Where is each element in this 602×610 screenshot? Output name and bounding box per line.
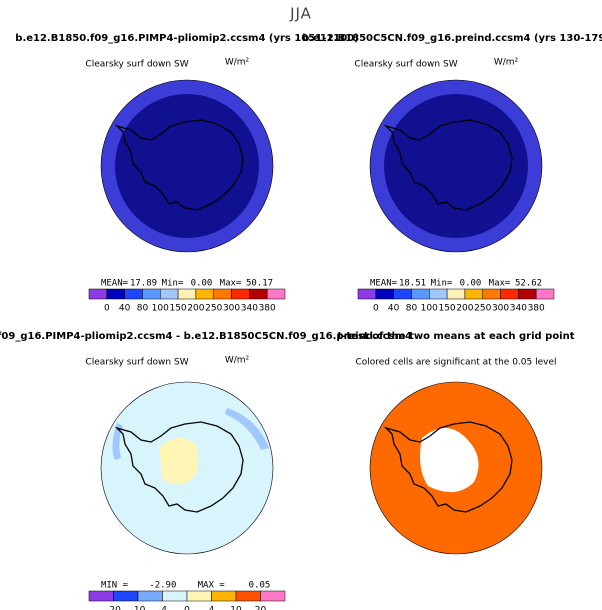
colorbar-box xyxy=(266,288,286,300)
colorbar-box xyxy=(411,288,430,300)
colorbar-box xyxy=(106,288,125,300)
panel-subtitle: Clearsky surf down SW xyxy=(354,60,457,70)
coastline xyxy=(383,421,513,513)
stat: MEAN= xyxy=(101,279,129,289)
colorbar-box xyxy=(124,288,143,300)
colorbar-box xyxy=(464,288,483,300)
panel-subtitle: Colored cells are significant at the 0.0… xyxy=(355,358,556,368)
map xyxy=(369,381,543,555)
colorbar-box xyxy=(195,288,214,300)
stat: 0.05 xyxy=(249,581,271,591)
map xyxy=(100,381,274,555)
colorbar-box xyxy=(160,288,179,300)
map-white xyxy=(420,428,479,493)
colorbar-label: 150 xyxy=(438,304,455,314)
stat: MIN = xyxy=(101,581,129,591)
colorbar-box xyxy=(482,288,501,300)
colorbar-label: 0 xyxy=(373,304,379,314)
colorbar-label: 340 xyxy=(241,304,258,314)
colorbar-box xyxy=(235,590,261,602)
colorbar-label: 80 xyxy=(406,304,418,314)
colorbar-label: 300 xyxy=(492,304,509,314)
colorbar-box xyxy=(375,288,394,300)
stat: 0.00 xyxy=(191,279,213,289)
colorbar-label: 0 xyxy=(104,304,110,314)
map xyxy=(369,79,543,253)
colorbar-label: 40 xyxy=(119,304,131,314)
stat: Min= xyxy=(431,279,453,289)
colorbar-label: 380 xyxy=(528,304,545,314)
panel-title: t-test of the two means at each grid poi… xyxy=(337,331,574,342)
panel-title: i1850.f09_g16.PIMP4-pliomip2.ccsm4 - b.e… xyxy=(0,331,412,342)
stat: 17.89 xyxy=(130,279,157,289)
map-anomaly xyxy=(159,437,198,485)
colorbar-box xyxy=(213,288,232,300)
colorbar-box xyxy=(393,288,412,300)
colorbar-box xyxy=(211,590,237,602)
map xyxy=(100,79,274,253)
coastline xyxy=(114,421,244,513)
panel-subtitle: Clearsky surf down SW xyxy=(85,60,188,70)
colorbar-box xyxy=(535,288,555,300)
colorbar-label: -10 xyxy=(131,606,146,610)
units: W/m² xyxy=(225,58,250,68)
colorbar-box xyxy=(186,590,212,602)
units: W/m² xyxy=(494,58,519,68)
stat: Max= xyxy=(220,279,242,289)
colorbar-label: 250 xyxy=(474,304,491,314)
stat: MEAN= xyxy=(370,279,398,289)
colorbar-label: 40 xyxy=(388,304,400,314)
colorbar-label: 250 xyxy=(205,304,222,314)
colorbar-box xyxy=(249,288,268,300)
map-anomaly xyxy=(225,408,269,450)
colorbar-label: 200 xyxy=(456,304,473,314)
colorbar-box xyxy=(357,288,377,300)
colorbar-label: 150 xyxy=(169,304,186,314)
colorbar-label: 300 xyxy=(223,304,240,314)
map-field xyxy=(115,94,259,238)
colorbar-label: 20 xyxy=(255,606,267,610)
stat: 52.62 xyxy=(515,279,542,289)
colorbar-box xyxy=(446,288,466,300)
map-field xyxy=(384,94,528,238)
colorbar-label: -4 xyxy=(158,606,167,610)
colorbar-label: 4 xyxy=(209,606,215,610)
colorbar-box xyxy=(429,288,448,300)
colorbar-label: 100 xyxy=(152,304,169,314)
colorbar-box xyxy=(88,288,108,300)
stat: 18.51 xyxy=(399,279,426,289)
colorbar-box xyxy=(142,288,161,300)
figure-title: JJA xyxy=(289,5,312,23)
units: W/m² xyxy=(225,356,250,366)
colorbar-box xyxy=(518,288,537,300)
stat: 50.17 xyxy=(246,279,273,289)
colorbar-label: 380 xyxy=(259,304,276,314)
colorbar-label: 0 xyxy=(184,606,190,610)
colorbar-box xyxy=(88,590,114,602)
coastline xyxy=(383,119,513,211)
panel-subtitle: Clearsky surf down SW xyxy=(85,358,188,368)
stat: -2.90 xyxy=(149,581,176,591)
stat: Max= xyxy=(489,279,511,289)
colorbar-box xyxy=(137,590,163,602)
colorbar-box xyxy=(177,288,197,300)
colorbar-box xyxy=(113,590,139,602)
stat: Min= xyxy=(162,279,184,289)
panel-title: b.e12.B1850C5CN.f09_g16.preind.ccsm4 (yr… xyxy=(302,33,602,44)
colorbar-label: 10 xyxy=(230,606,242,610)
colorbar-label: -20 xyxy=(106,606,121,610)
colorbar-box xyxy=(500,288,519,300)
colorbar-label: 340 xyxy=(510,304,527,314)
colorbar-label: 200 xyxy=(187,304,204,314)
colorbar-label: 80 xyxy=(137,304,149,314)
colorbar-label: 100 xyxy=(421,304,438,314)
coastline xyxy=(114,119,244,211)
colorbar-box xyxy=(162,590,188,602)
panel-title: b.e12.B1850.f09_g16.PIMP4-pliomip2.ccsm4… xyxy=(15,33,358,44)
stat: 0.00 xyxy=(460,279,482,289)
stat: MAX = xyxy=(198,581,226,591)
colorbar-box xyxy=(231,288,250,300)
colorbar-box xyxy=(260,590,286,602)
